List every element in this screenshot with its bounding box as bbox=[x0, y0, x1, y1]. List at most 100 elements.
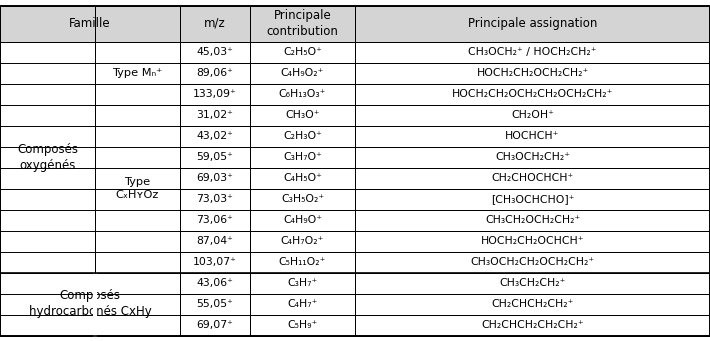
Bar bbox=[250, 167, 355, 189]
Text: [CH₃OCHCHO]⁺: [CH₃OCHCHO]⁺ bbox=[491, 194, 574, 204]
Bar bbox=[250, 252, 355, 272]
Text: C₅H₉⁺: C₅H₉⁺ bbox=[288, 320, 317, 330]
Bar bbox=[180, 294, 250, 314]
Bar bbox=[180, 62, 250, 84]
Bar bbox=[355, 84, 710, 104]
Text: 87,04⁺: 87,04⁺ bbox=[197, 236, 234, 246]
Bar bbox=[355, 209, 710, 231]
Text: C₅H₁₁O₂⁺: C₅H₁₁O₂⁺ bbox=[279, 257, 326, 267]
Bar bbox=[355, 62, 710, 84]
Bar bbox=[250, 5, 355, 42]
Text: 55,05⁺: 55,05⁺ bbox=[197, 299, 234, 309]
Bar bbox=[180, 5, 250, 42]
Bar bbox=[250, 147, 355, 167]
Text: HOCHCH⁺: HOCHCH⁺ bbox=[506, 131, 559, 141]
Text: C₄H₅O⁺: C₄H₅O⁺ bbox=[283, 173, 322, 183]
Text: CH₂OH⁺: CH₂OH⁺ bbox=[511, 110, 554, 120]
Text: 69,03⁺: 69,03⁺ bbox=[197, 173, 234, 183]
Text: HOCH₂CH₂OCHCH⁺: HOCH₂CH₂OCHCH⁺ bbox=[481, 236, 584, 246]
Bar bbox=[180, 167, 250, 189]
Text: Type Mₙ⁺: Type Mₙ⁺ bbox=[112, 68, 163, 78]
Text: Composés
oxygénés: Composés oxygénés bbox=[17, 143, 78, 172]
Text: C₄H₉O⁺: C₄H₉O⁺ bbox=[283, 215, 322, 225]
Text: CH₂CHOCHCH⁺: CH₂CHOCHCH⁺ bbox=[491, 173, 574, 183]
Text: 73,03⁺: 73,03⁺ bbox=[197, 194, 234, 204]
Text: 89,06⁺: 89,06⁺ bbox=[197, 68, 234, 78]
Bar bbox=[95, 104, 180, 272]
Bar bbox=[250, 314, 355, 336]
Bar bbox=[180, 231, 250, 252]
Bar bbox=[355, 42, 710, 62]
Bar bbox=[355, 294, 710, 314]
Bar bbox=[355, 272, 710, 294]
Bar bbox=[180, 209, 250, 231]
Bar bbox=[250, 294, 355, 314]
Bar bbox=[250, 125, 355, 147]
Text: 103,07⁺: 103,07⁺ bbox=[193, 257, 237, 267]
Text: C₄H₇⁺: C₄H₇⁺ bbox=[288, 299, 317, 309]
Bar bbox=[355, 314, 710, 336]
Text: CH₃OCH₂CH₂⁺: CH₃OCH₂CH₂⁺ bbox=[495, 152, 570, 162]
Bar bbox=[180, 147, 250, 167]
Bar bbox=[250, 209, 355, 231]
Text: 43,02⁺: 43,02⁺ bbox=[197, 131, 234, 141]
Bar bbox=[180, 104, 250, 125]
Text: C₄H₉O₂⁺: C₄H₉O₂⁺ bbox=[281, 68, 324, 78]
Bar bbox=[95, 42, 180, 104]
Text: C₃H₇O⁺: C₃H₇O⁺ bbox=[283, 152, 322, 162]
Text: m/z: m/z bbox=[204, 17, 226, 30]
Text: Type
CₓHʏOz: Type CₓHʏOz bbox=[116, 177, 159, 200]
Text: CH₃OCH₂⁺ / HOCH₂CH₂⁺: CH₃OCH₂⁺ / HOCH₂CH₂⁺ bbox=[469, 47, 596, 57]
Bar bbox=[250, 84, 355, 104]
Bar bbox=[250, 104, 355, 125]
Bar bbox=[355, 104, 710, 125]
Text: 31,02⁺: 31,02⁺ bbox=[197, 110, 234, 120]
Bar bbox=[180, 252, 250, 272]
Text: Principale
contribution: Principale contribution bbox=[266, 9, 339, 38]
Bar bbox=[180, 125, 250, 147]
Bar bbox=[180, 272, 250, 294]
Bar bbox=[355, 167, 710, 189]
Bar bbox=[355, 5, 710, 42]
Bar bbox=[180, 84, 250, 104]
Text: C₄H₇O₂⁺: C₄H₇O₂⁺ bbox=[281, 236, 324, 246]
Text: C₆H₁₃O₃⁺: C₆H₁₃O₃⁺ bbox=[279, 89, 326, 99]
Text: 73,06⁺: 73,06⁺ bbox=[197, 215, 234, 225]
Bar bbox=[0, 272, 180, 336]
Bar bbox=[250, 62, 355, 84]
Text: CH₃CH₂OCH₂CH₂⁺: CH₃CH₂OCH₂CH₂⁺ bbox=[485, 215, 580, 225]
Bar bbox=[250, 272, 355, 294]
Text: CH₃OCH₂CH₂OCH₂CH₂⁺: CH₃OCH₂CH₂OCH₂CH₂⁺ bbox=[471, 257, 594, 267]
Text: Composés
hydrocarbonés CxHy: Composés hydrocarbonés CxHy bbox=[28, 290, 151, 318]
Bar bbox=[355, 252, 710, 272]
Bar bbox=[180, 42, 250, 62]
Bar bbox=[0, 5, 180, 42]
Bar bbox=[250, 231, 355, 252]
Text: CH₃CH₂CH₂⁺: CH₃CH₂CH₂⁺ bbox=[499, 278, 566, 288]
Text: C₂H₃O⁺: C₂H₃O⁺ bbox=[283, 131, 322, 141]
Text: CH₂CHCH₂CH₂⁺: CH₂CHCH₂CH₂⁺ bbox=[491, 299, 574, 309]
Bar bbox=[250, 189, 355, 209]
Text: C₃H₅O₂⁺: C₃H₅O₂⁺ bbox=[281, 194, 324, 204]
Text: 59,05⁺: 59,05⁺ bbox=[197, 152, 234, 162]
Text: 133,09⁺: 133,09⁺ bbox=[193, 89, 237, 99]
Text: 69,07⁺: 69,07⁺ bbox=[197, 320, 234, 330]
Text: HOCH₂CH₂OCH₂CH₂OCH₂CH₂⁺: HOCH₂CH₂OCH₂CH₂OCH₂CH₂⁺ bbox=[452, 89, 613, 99]
Bar bbox=[355, 125, 710, 147]
Bar bbox=[355, 147, 710, 167]
Text: 43,06⁺: 43,06⁺ bbox=[197, 278, 234, 288]
Bar bbox=[355, 189, 710, 209]
Text: C₃H₇⁺: C₃H₇⁺ bbox=[288, 278, 317, 288]
Bar bbox=[250, 42, 355, 62]
Bar bbox=[180, 314, 250, 336]
Bar bbox=[0, 42, 95, 272]
Text: Principale assignation: Principale assignation bbox=[468, 17, 597, 30]
Text: 45,03⁺: 45,03⁺ bbox=[197, 47, 234, 57]
Text: CH₂CHCH₂CH₂CH₂⁺: CH₂CHCH₂CH₂CH₂⁺ bbox=[481, 320, 584, 330]
Text: CH₃O⁺: CH₃O⁺ bbox=[285, 110, 320, 120]
Text: HOCH₂CH₂OCH₂CH₂⁺: HOCH₂CH₂OCH₂CH₂⁺ bbox=[476, 68, 589, 78]
Bar bbox=[355, 231, 710, 252]
Bar bbox=[180, 189, 250, 209]
Text: C₂H₅O⁺: C₂H₅O⁺ bbox=[283, 47, 322, 57]
Text: Famille: Famille bbox=[69, 17, 111, 30]
